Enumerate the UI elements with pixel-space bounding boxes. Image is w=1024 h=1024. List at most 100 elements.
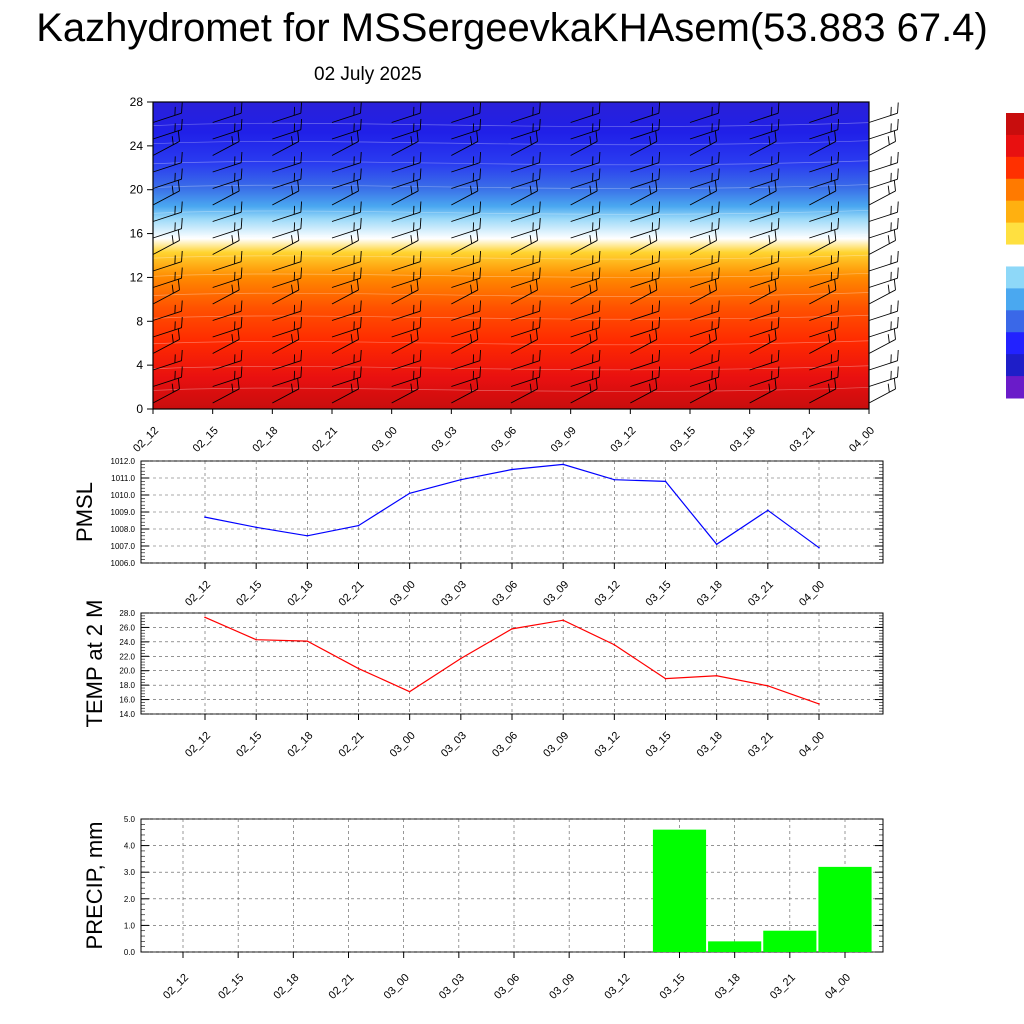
wind-barb <box>868 250 899 272</box>
x-tick-label: 02_21 <box>310 425 340 455</box>
data-point <box>613 643 616 646</box>
wind-barb <box>272 279 300 305</box>
wind-barb <box>749 267 780 288</box>
data-point <box>511 468 513 471</box>
wind-barb <box>809 118 840 140</box>
x-tick-label: 03_21 <box>787 425 817 455</box>
wind-barb <box>272 328 300 354</box>
wind-barb <box>212 267 243 288</box>
wind-barb <box>749 250 780 272</box>
wind-barb <box>510 118 541 140</box>
wind-barb <box>391 349 422 371</box>
x-tick-label: 03_12 <box>592 730 622 760</box>
wind-barb <box>152 366 183 387</box>
wind-barb <box>510 267 541 288</box>
wind-barb <box>272 168 303 189</box>
wind-barb <box>451 118 482 140</box>
y-tick-label: 1012.0 <box>111 457 136 466</box>
wind-barb <box>272 366 303 387</box>
data-point <box>664 677 667 680</box>
chart-title: Kazhydromet for MSSergeevkaKHAsem(53.883… <box>36 6 988 50</box>
wind-barb <box>152 316 183 338</box>
wind-barb <box>331 316 362 338</box>
y-tick-label: 0 <box>136 402 143 416</box>
wind-barb <box>570 180 598 206</box>
wind-barb <box>451 201 482 222</box>
wind-barb <box>809 180 837 206</box>
x-tick-label: 02_18 <box>271 972 301 1002</box>
wind-barb <box>331 328 359 354</box>
wind-barb <box>391 217 422 239</box>
wind-barb <box>331 102 362 123</box>
colorbar-segment <box>1006 156 1024 180</box>
wind-barb <box>510 217 541 239</box>
colorbar-segment <box>1006 376 1024 399</box>
isoline <box>152 365 870 371</box>
y-tick-label: 4.0 <box>124 842 136 851</box>
x-tick-label: 03_09 <box>541 730 571 760</box>
x-tick-label: 02_15 <box>191 425 221 455</box>
wind-barb <box>809 378 837 404</box>
wind-barb <box>689 102 720 123</box>
y-axis-label: PMSL <box>72 482 97 542</box>
colorbar-segment <box>1006 113 1024 136</box>
x-tick-label: 03_21 <box>746 579 776 609</box>
isoline <box>152 254 870 260</box>
wind-barb <box>868 130 896 156</box>
wind-barb <box>809 130 837 156</box>
data-point <box>613 478 616 481</box>
wind-barb <box>630 250 661 272</box>
wind-barb <box>391 130 419 156</box>
isoline <box>152 160 870 166</box>
wind-barb <box>570 267 601 288</box>
wind-barb <box>689 201 720 222</box>
y-tick-label: 24.0 <box>119 638 135 647</box>
wind-barb <box>391 316 422 338</box>
wind-barb <box>570 349 601 371</box>
x-tick-label: 03_00 <box>388 579 418 609</box>
wind-barb <box>630 366 661 387</box>
wind-barb <box>630 349 661 371</box>
wind-barb <box>570 316 601 338</box>
wind-barb <box>570 102 601 123</box>
wind-barb <box>152 267 183 288</box>
x-tick-label: 03_18 <box>695 579 725 609</box>
y-tick-label: 1008.0 <box>111 525 136 534</box>
wind-barb <box>212 229 240 255</box>
wind-barb <box>809 279 837 305</box>
wind-barb <box>868 366 899 387</box>
data-point <box>562 619 564 622</box>
wind-barb <box>451 366 482 387</box>
wind-barb <box>272 118 303 140</box>
wind-barb <box>212 328 240 354</box>
wind-barb <box>749 229 777 255</box>
wind-barb <box>212 250 243 272</box>
wind-barb <box>152 151 183 173</box>
wind-barb <box>630 378 658 404</box>
isoline <box>152 272 870 278</box>
wind-barb <box>331 300 362 321</box>
x-tick-label: 02_18 <box>285 730 315 760</box>
wind-barb <box>272 267 303 288</box>
wind-barb <box>331 378 359 404</box>
data-point <box>408 690 411 693</box>
wind-barb <box>272 316 303 338</box>
wind-barb <box>868 279 896 305</box>
x-tick-label: 03_03 <box>439 579 469 609</box>
precip-bar <box>763 930 817 952</box>
wind-barb <box>451 300 482 321</box>
wind-barb <box>391 279 419 305</box>
x-tick-label: 03_18 <box>695 730 725 760</box>
wind-barb <box>451 180 479 206</box>
y-tick-label: 20 <box>130 183 144 197</box>
x-tick-label: 03_00 <box>388 730 418 760</box>
wind-barb <box>630 180 658 206</box>
wind-barb <box>331 279 359 305</box>
wind-barb <box>689 328 717 354</box>
wind-barb <box>510 180 538 206</box>
wind-barb <box>391 201 422 222</box>
x-tick-label: 03_18 <box>713 972 743 1002</box>
wind-barb <box>212 201 243 222</box>
colorbar-segment <box>1006 222 1024 246</box>
wind-barb <box>749 316 780 338</box>
